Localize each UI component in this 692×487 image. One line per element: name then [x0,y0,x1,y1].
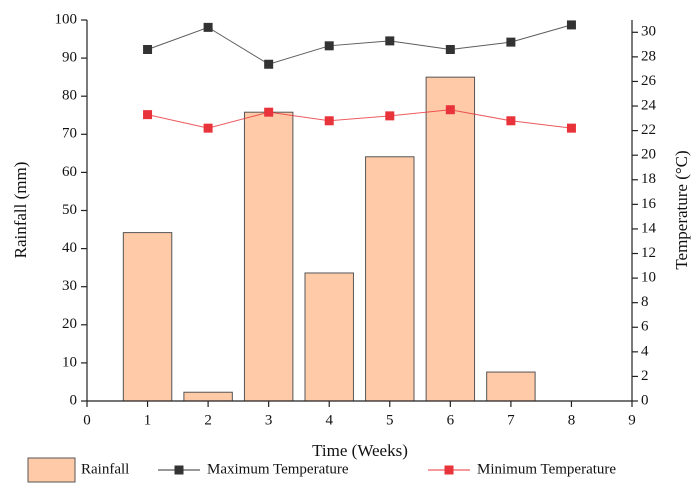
bar [486,371,536,402]
marker [264,59,274,69]
y-tick-label: 70 [62,126,77,142]
marker [264,107,274,117]
y-tick-label: 50 [62,202,77,218]
line [147,24,572,65]
line [147,109,572,129]
bar [365,156,415,402]
legend-swatch [174,465,184,475]
y2-axis-title: Temperature (°C) [672,150,691,269]
x-axis-title: Time (Weeks) [312,441,408,460]
legend-label: Maximum Temperature [207,461,349,477]
y2-tick-label: 30 [641,24,656,40]
y2-tick-label: 20 [641,147,656,163]
marker [506,116,516,126]
y-tick-label: 80 [62,88,77,104]
x-tick-label: 4 [325,412,333,428]
marker [385,36,395,46]
marker [385,111,395,121]
y-tick-label: 40 [62,240,77,256]
marker [203,22,213,32]
y-tick-label: 30 [62,278,77,294]
marker [566,123,576,133]
y-tick-label: 20 [62,316,77,332]
y2-tick-label: 10 [641,270,656,286]
x-tick-label: 5 [386,412,394,428]
marker [324,116,334,126]
y-tick-label: 90 [62,50,77,66]
x-tick-label: 8 [568,412,576,428]
x-tick-label: 0 [83,412,91,428]
x-tick-label: 9 [628,412,636,428]
marker [566,20,576,30]
y2-tick-label: 28 [641,48,656,64]
marker [143,44,153,54]
y2-tick-label: 4 [641,343,649,359]
x-tick-label: 7 [507,412,515,428]
marker [445,105,455,115]
y-tick-label: 10 [62,354,77,370]
x-tick-label: 6 [447,412,455,428]
marker [203,123,213,133]
y2-tick-label: 26 [641,73,657,89]
bar [243,111,294,402]
x-tick-label: 1 [144,412,152,428]
y-axis-title: Rainfall (mm) [11,162,30,259]
y2-tick-label: 22 [641,122,656,138]
y2-tick-label: 2 [641,368,649,384]
bar [183,391,233,402]
bar [122,232,173,402]
y2-tick-label: 12 [641,245,656,261]
y-tick-label: 60 [62,164,77,180]
y-tick-label: 0 [70,392,78,408]
marker [445,44,455,54]
y2-tick-label: 18 [641,171,656,187]
marker [324,41,334,51]
legend-label: Rainfall [81,461,129,477]
y2-tick-label: 14 [641,220,657,236]
legend-swatch [27,457,76,483]
bar [425,76,476,402]
y2-tick-label: 8 [641,294,649,310]
marker [143,110,153,120]
y2-tick-label: 0 [641,392,649,408]
x-tick-label: 3 [265,412,273,428]
legend-label: Minimum Temperature [477,461,616,477]
legend-swatch [444,465,454,475]
bar [304,272,354,402]
y2-tick-label: 6 [641,319,649,335]
y2-tick-label: 24 [641,97,657,113]
x-tick-label: 2 [204,412,212,428]
y-tick-label: 100 [55,11,78,27]
marker [506,37,516,47]
y2-tick-label: 16 [641,196,657,212]
